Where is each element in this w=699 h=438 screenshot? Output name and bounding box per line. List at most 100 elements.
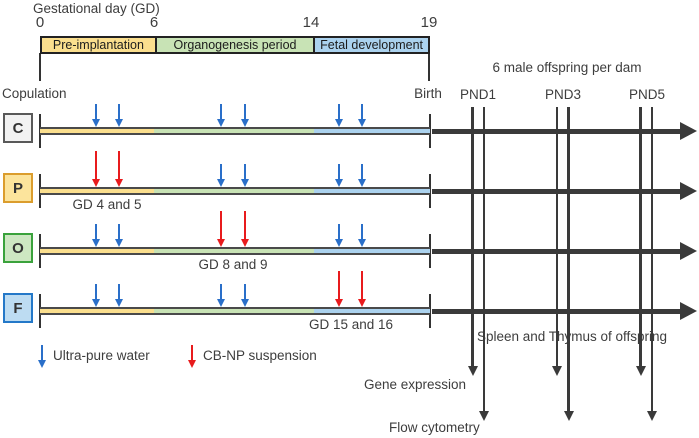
injection-arrow-water bbox=[117, 224, 121, 239]
legend-label-cbnp: CB-NP suspension bbox=[203, 348, 317, 363]
offspring-timeline-arrowhead bbox=[680, 242, 697, 260]
offspring-timeline-arrow bbox=[432, 308, 680, 314]
gestation-bar-segment bbox=[40, 129, 154, 133]
injection-arrow-water-head bbox=[114, 239, 123, 247]
injection-arrow-water-head bbox=[91, 239, 100, 247]
offspring-timeline-arrow bbox=[432, 248, 680, 254]
legend-arrow-cbnp-head bbox=[187, 360, 196, 368]
injection-arrow-water bbox=[337, 224, 341, 239]
gestation-bar-segment bbox=[40, 189, 154, 193]
offspring-timeline-arrowhead bbox=[680, 302, 697, 320]
injection-arrow-cbnp-head bbox=[216, 239, 225, 247]
pnd-label: PND5 bbox=[628, 87, 666, 102]
injection-arrow-cbnp bbox=[243, 211, 247, 239]
pnd-flow-cytometry-arrow-head bbox=[563, 411, 574, 421]
injection-arrow-water-head bbox=[357, 179, 366, 187]
bracket-left-line bbox=[39, 53, 41, 81]
pnd-gene-expression-arrow bbox=[639, 107, 642, 366]
period-segment: Organogenesis period bbox=[154, 38, 314, 52]
injection-arrow-water-head bbox=[240, 119, 249, 127]
offspring-timeline-arrowhead bbox=[680, 122, 697, 140]
pnd-gene-expression-arrow-head bbox=[552, 366, 562, 376]
gestation-bar-segment bbox=[314, 189, 430, 193]
offspring-timeline-arrowhead bbox=[680, 182, 697, 200]
gestation-bar-segment bbox=[154, 249, 314, 253]
copulation-label: Copulation bbox=[2, 86, 67, 101]
group-box-P: P bbox=[3, 173, 33, 203]
gestation-bar bbox=[40, 247, 430, 255]
injection-arrow-water bbox=[337, 164, 341, 179]
flow-cytometry-label: Flow cytometry bbox=[389, 420, 480, 435]
injection-arrow-water bbox=[243, 284, 247, 299]
pnd-flow-cytometry-arrow bbox=[482, 107, 486, 411]
legend-arrow-water-head bbox=[37, 360, 46, 368]
injection-arrow-water-head bbox=[357, 119, 366, 127]
gestation-bar-segment bbox=[314, 249, 430, 253]
gestation-bar-segment bbox=[314, 309, 430, 313]
gestation-bar-segment bbox=[40, 309, 154, 313]
injection-arrow-cbnp-head bbox=[334, 299, 343, 307]
legend-arrow-cbnp bbox=[190, 345, 194, 360]
gd-tick-label: 0 bbox=[35, 14, 45, 31]
injection-arrow-water-head bbox=[216, 179, 225, 187]
injection-arrow-water bbox=[94, 104, 98, 119]
injection-arrow-water bbox=[94, 224, 98, 239]
injection-arrow-water bbox=[360, 224, 364, 239]
gd-dose-label: GD 8 and 9 bbox=[198, 257, 268, 272]
group-box-F: F bbox=[3, 293, 33, 323]
gd-scale-title: Gestational day (GD) bbox=[33, 1, 160, 16]
spleen-thymus-label: Spleen and Thymus of offspring bbox=[476, 329, 668, 344]
pnd-gene-expression-arrow-head bbox=[635, 366, 646, 376]
birth-label: Birth bbox=[414, 86, 442, 101]
pnd-flow-cytometry-arrow bbox=[567, 107, 570, 411]
injection-arrow-water bbox=[219, 164, 223, 179]
legend-arrow-water bbox=[40, 345, 44, 360]
injection-arrow-cbnp bbox=[337, 271, 341, 299]
legend-label-water: Ultra-pure water bbox=[53, 348, 150, 363]
gd-tick-label: 19 bbox=[420, 14, 438, 31]
bracket-right-line bbox=[428, 53, 430, 81]
injection-arrow-cbnp-head bbox=[114, 179, 123, 187]
group-box-O: O bbox=[3, 233, 33, 263]
gestation-bar bbox=[40, 127, 430, 135]
injection-arrow-cbnp-head bbox=[91, 179, 100, 187]
period-segment: Pre-implantation bbox=[42, 38, 155, 52]
pnd-flow-cytometry-arrow-head bbox=[647, 411, 657, 421]
injection-arrow-water bbox=[117, 284, 121, 299]
injection-arrow-water bbox=[360, 164, 364, 179]
group-box-C: C bbox=[3, 113, 33, 143]
gd-tick-label: 6 bbox=[149, 14, 159, 31]
injection-arrow-water bbox=[117, 104, 121, 119]
injection-arrow-cbnp bbox=[360, 271, 364, 299]
injection-arrow-water-head bbox=[334, 239, 343, 247]
period-segment: Fetal development bbox=[313, 38, 428, 52]
pnd-label: PND3 bbox=[544, 87, 582, 102]
pnd-gene-expression-arrow bbox=[471, 107, 474, 366]
injection-arrow-water bbox=[360, 104, 364, 119]
injection-arrow-water-head bbox=[114, 119, 123, 127]
gestation-bar-segment bbox=[314, 129, 430, 133]
injection-arrow-cbnp bbox=[219, 211, 223, 239]
gene-expression-label: Gene expression bbox=[363, 377, 466, 392]
injection-arrow-cbnp-head bbox=[357, 299, 366, 307]
injection-arrow-cbnp bbox=[94, 151, 98, 179]
injection-arrow-water-head bbox=[240, 179, 249, 187]
injection-arrow-water bbox=[219, 284, 223, 299]
offspring-timeline-arrow bbox=[432, 128, 680, 134]
injection-arrow-water bbox=[337, 104, 341, 119]
injection-arrow-water-head bbox=[216, 119, 225, 127]
injection-arrow-water-head bbox=[334, 179, 343, 187]
injection-arrow-water bbox=[219, 104, 223, 119]
offspring-timeline-arrow bbox=[432, 188, 680, 194]
injection-arrow-cbnp-head bbox=[240, 239, 249, 247]
gestation-bar-segment bbox=[154, 189, 314, 193]
gd-dose-label: GD 15 and 16 bbox=[308, 317, 394, 332]
injection-arrow-water bbox=[243, 164, 247, 179]
pnd-label: PND1 bbox=[459, 87, 497, 102]
gd-tick-label: 14 bbox=[302, 14, 320, 31]
injection-arrow-water-head bbox=[240, 299, 249, 307]
injection-arrow-water-head bbox=[357, 239, 366, 247]
injection-arrow-water-head bbox=[114, 299, 123, 307]
injection-arrow-water-head bbox=[91, 119, 100, 127]
